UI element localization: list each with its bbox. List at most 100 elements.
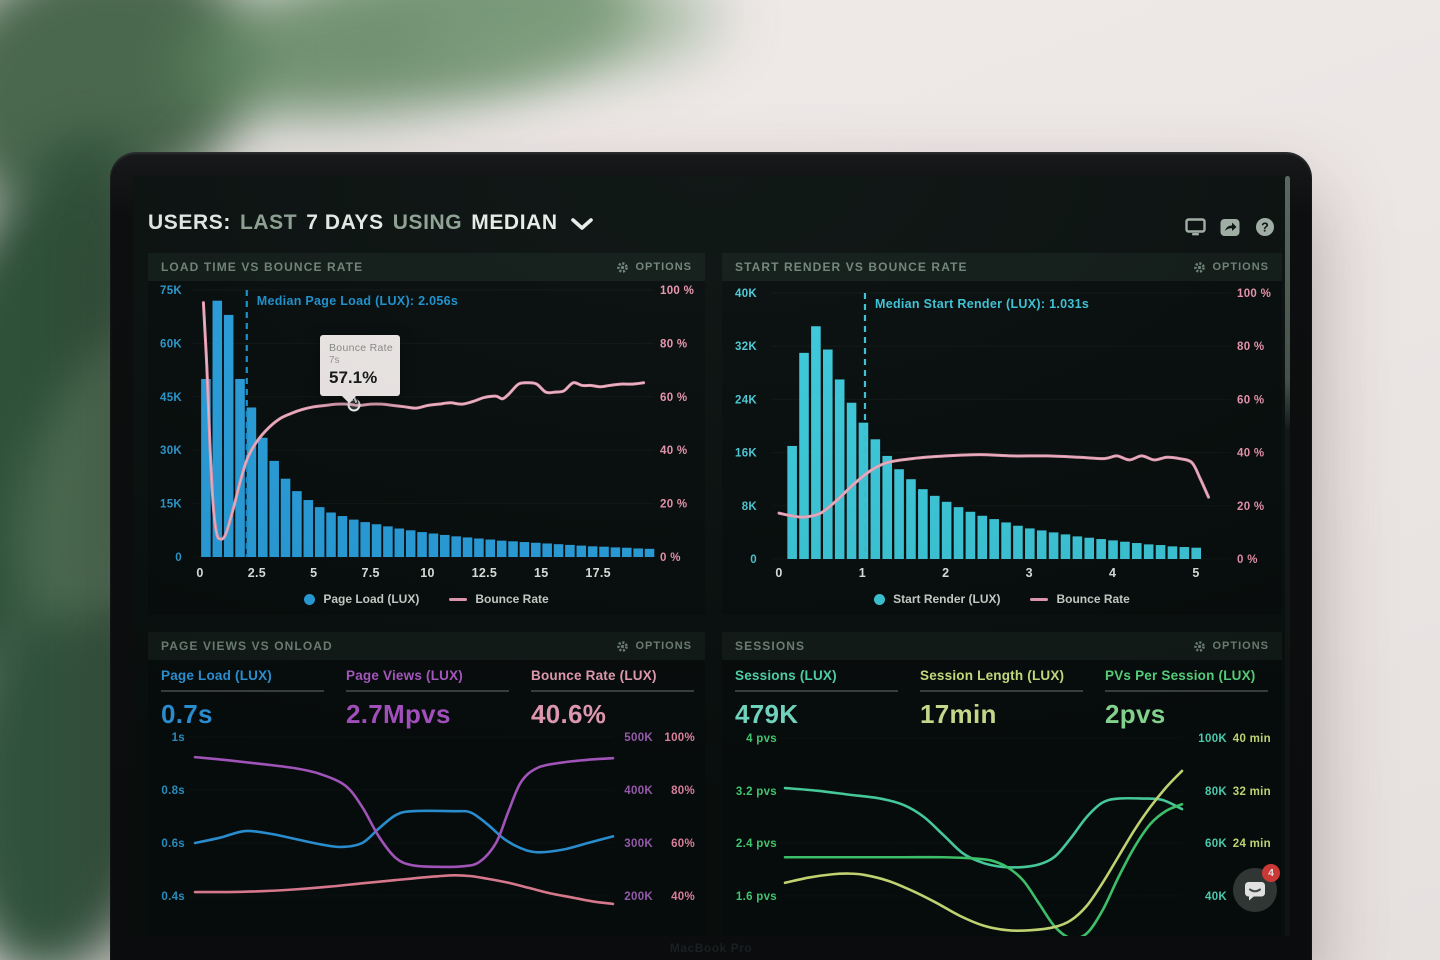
title-segment: USING	[392, 211, 463, 234]
svg-text:10: 10	[420, 566, 435, 580]
macbook-label: MacBook Pro	[669, 941, 753, 955]
stat-sessions: Sessions (LUX) 479K	[735, 660, 898, 730]
panel-title: START RENDER VS BOUNCE RATE	[735, 260, 968, 274]
stat-page-load: Page Load (LUX) 0.7s	[161, 660, 324, 730]
options-button[interactable]: OPTIONS	[1193, 640, 1269, 653]
stats-row: Sessions (LUX) 479K Session Length (LUX)…	[722, 660, 1282, 730]
svg-text:32K: 32K	[735, 341, 757, 353]
svg-text:2.5: 2.5	[248, 566, 266, 580]
svg-text:4: 4	[1109, 566, 1116, 580]
svg-text:0: 0	[175, 552, 182, 564]
legend-label: Bounce Rate	[1056, 592, 1130, 606]
toolbar: ?	[1184, 216, 1276, 238]
svg-text:0: 0	[750, 554, 757, 566]
svg-text:500K: 500K	[624, 732, 653, 744]
display-icon[interactable]	[1184, 216, 1206, 238]
svg-text:75K: 75K	[160, 285, 182, 297]
stat-value: 2pvs	[1105, 699, 1166, 729]
svg-text:40 min: 40 min	[1233, 733, 1271, 745]
svg-text:5: 5	[1192, 566, 1199, 580]
stat-label: Sessions (LUX)	[735, 668, 837, 683]
svg-text:1: 1	[859, 566, 866, 580]
scrollbar[interactable]	[1285, 176, 1290, 936]
svg-text:0: 0	[196, 566, 203, 580]
chat-button[interactable]: 4	[1233, 864, 1280, 912]
legend-label: Page Load (LUX)	[323, 592, 420, 606]
options-button[interactable]: OPTIONS	[1193, 261, 1269, 274]
svg-text:0 %: 0 %	[660, 552, 681, 564]
bounce-rate-tooltip: Bounce Rate 7s 57.1%	[320, 335, 400, 396]
svg-text:60%: 60%	[671, 838, 695, 850]
legend-label: Bounce Rate	[475, 592, 549, 606]
svg-text:80 %: 80 %	[1237, 341, 1264, 353]
svg-text:60 %: 60 %	[1237, 394, 1264, 406]
svg-text:0.4s: 0.4s	[161, 891, 185, 903]
title-segment: USERS:	[148, 211, 231, 234]
svg-text:Median Start Render (LUX): 1.0: Median Start Render (LUX): 1.031s	[875, 297, 1089, 311]
gear-icon	[1194, 261, 1206, 273]
options-label: OPTIONS	[1212, 640, 1269, 652]
svg-text:100%: 100%	[664, 732, 695, 744]
svg-text:45K: 45K	[160, 392, 182, 404]
svg-text:7.5: 7.5	[361, 566, 379, 580]
svg-text:100 %: 100 %	[660, 285, 694, 297]
stat-label: PVs Per Session (LUX)	[1105, 668, 1256, 683]
page-views-chart[interactable]: 1s 0.8s 0.6s 0.4s 500K 400K 300K 200K 100% 80% 60%…	[148, 728, 705, 936]
help-icon[interactable]: ?	[1254, 216, 1276, 238]
series-line-icon	[449, 597, 468, 601]
panel-header: SESSIONS OPTIONS	[722, 632, 1282, 660]
tooltip-series: Bounce Rate	[329, 342, 394, 354]
start-render-chart[interactable]: 40K 100 % 32K 80 % 24K 60 % 16K 40 % 8K 20 % 0 0 % 0…	[722, 281, 1282, 586]
panel-header: PAGE VIEWS VS ONLOAD OPTIONS	[148, 632, 705, 660]
stat-value: 479K	[735, 699, 799, 729]
legend-item: Page Load (LUX)	[304, 592, 419, 606]
series-line-icon	[1030, 597, 1049, 601]
stat-value: 17min	[920, 699, 997, 729]
panel-sessions: SESSIONS OPTIONS Sessions (LUX) 479K Ses…	[722, 632, 1282, 936]
svg-text:1s: 1s	[172, 732, 185, 744]
share-icon[interactable]	[1219, 216, 1241, 238]
tooltip-value: 57.1%	[329, 368, 378, 387]
notification-badge: 4	[1262, 864, 1280, 882]
stat-divider	[920, 690, 1083, 692]
stat-divider	[346, 690, 509, 692]
load-time-chart[interactable]: 75K 100 % 60K 80 % 45K 60 % 30K 40 % 15K 20 % 0 0 %…	[148, 281, 705, 586]
chat-bubble-icon	[1245, 881, 1265, 900]
legend: Page Load (LUX) Bounce Rate	[148, 586, 705, 612]
svg-text:3: 3	[1026, 566, 1033, 580]
svg-text:4 pvs: 4 pvs	[746, 733, 777, 745]
stat-label: Bounce Rate (LUX)	[531, 668, 657, 683]
stat-divider	[1105, 690, 1268, 692]
gear-icon	[617, 261, 629, 273]
svg-text:60 %: 60 %	[660, 392, 687, 404]
panel-load-time: LOAD TIME VS BOUNCE RATE OPTIONS 75K 100 …	[148, 253, 705, 615]
stat-value: 0.7s	[161, 699, 213, 729]
stat-divider	[161, 690, 324, 692]
svg-text:0 %: 0 %	[1237, 554, 1258, 566]
scrollbar-thumb[interactable]	[1285, 176, 1290, 431]
gear-icon	[1194, 640, 1206, 652]
svg-text:8K: 8K	[742, 501, 758, 513]
options-button[interactable]: OPTIONS	[616, 261, 692, 274]
svg-text:20 %: 20 %	[660, 499, 687, 511]
panel-start-render: START RENDER VS BOUNCE RATE OPTIONS 40K 1…	[722, 253, 1282, 615]
users-median-dropdown[interactable]: USERS: LAST 7 DAYS USING MEDIAN	[148, 206, 593, 240]
title-segment: 7 DAYS	[306, 211, 384, 234]
panel-header: LOAD TIME VS BOUNCE RATE OPTIONS	[148, 253, 705, 281]
svg-text:24 min: 24 min	[1233, 838, 1271, 850]
svg-text:60K: 60K	[1205, 838, 1227, 850]
svg-text:17.5: 17.5	[585, 566, 611, 580]
svg-text:40 %: 40 %	[660, 445, 687, 457]
panel-title: LOAD TIME VS BOUNCE RATE	[161, 260, 364, 274]
stat-label: Session Length (LUX)	[920, 668, 1065, 683]
svg-text:2.4 pvs: 2.4 pvs	[736, 838, 777, 850]
options-label: OPTIONS	[1212, 261, 1269, 273]
options-button[interactable]: OPTIONS	[616, 640, 692, 653]
sessions-chart[interactable]: 4 pvs 3.2 pvs 2.4 pvs 1.6 pvs 100K 80K 60K 40K 4…	[722, 728, 1282, 936]
svg-text:Median Page Load (LUX): 2.056s: Median Page Load (LUX): 2.056s	[257, 294, 458, 308]
chevron-down-icon	[570, 218, 593, 230]
legend-item: Bounce Rate	[1030, 592, 1130, 606]
legend-item: Bounce Rate	[449, 592, 549, 606]
svg-text:80%: 80%	[671, 785, 695, 797]
panel-page-views: PAGE VIEWS VS ONLOAD OPTIONS Page Load (…	[148, 632, 705, 936]
